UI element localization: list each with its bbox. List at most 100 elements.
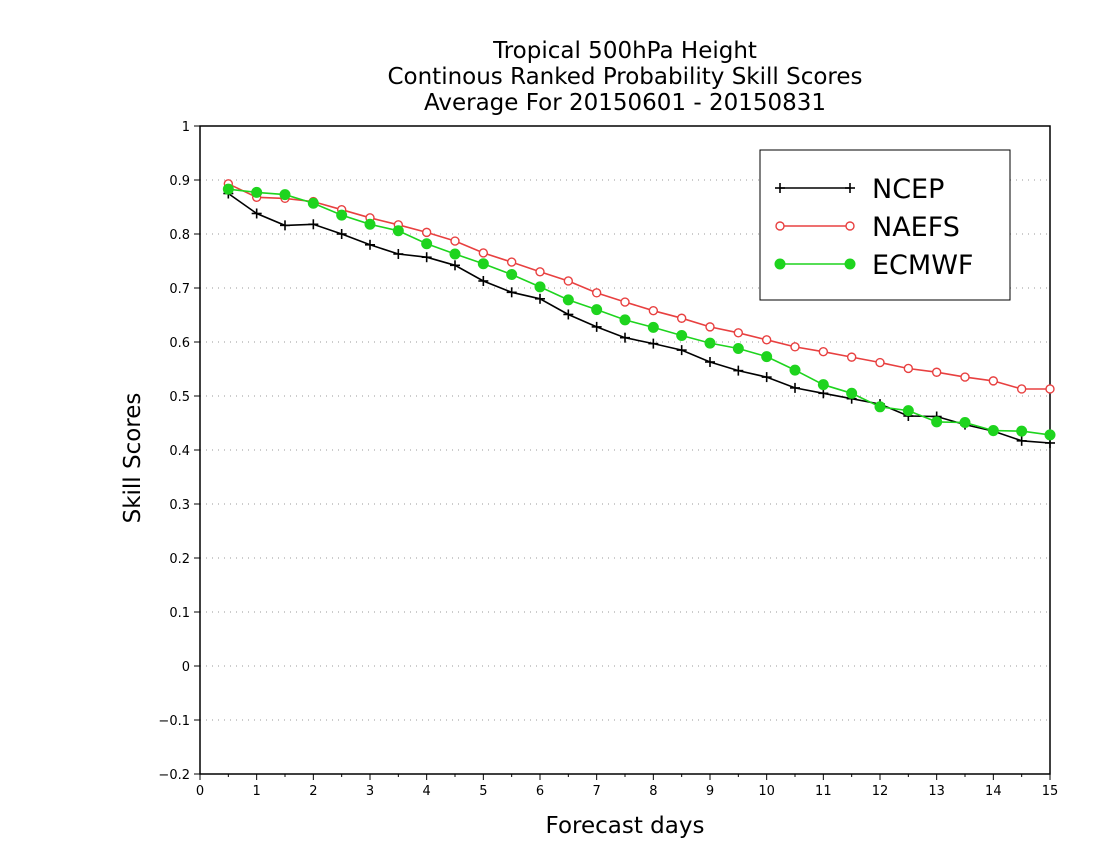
series-ecmwf — [222, 183, 1056, 441]
legend-marker-end-ecmwf — [844, 258, 856, 270]
ecmwf-point-13 — [591, 304, 603, 316]
legend-entry-ecmwf: ECMWF — [774, 250, 973, 281]
ecmwf-point-9 — [477, 258, 489, 270]
legend-marker-start-naefs — [775, 221, 785, 231]
legend-marker-end-ncep — [845, 183, 855, 193]
ncep-point-12 — [563, 309, 574, 320]
naefs-point-15 — [648, 305, 659, 316]
legend-box — [759, 149, 1011, 301]
ecmwf-point-1 — [251, 186, 263, 198]
legend-marker-start-ecmwf — [774, 258, 786, 270]
naefs-point-23 — [875, 357, 885, 368]
y-tick-label-12: 1 — [182, 120, 190, 135]
ncep-point-9 — [478, 275, 489, 286]
x-tick-label-13: 13 — [928, 784, 945, 799]
y-tick-label-4: 0.2 — [169, 552, 190, 567]
ecmwf-point-3 — [307, 197, 319, 209]
y-tick-label-10: 0.8 — [169, 228, 190, 243]
x-tick-label-9: 9 — [706, 784, 714, 799]
ecmwf-point-0 — [222, 183, 234, 195]
x-tick-label-4: 4 — [423, 784, 431, 799]
legend-entry-ncep: NCEP — [775, 174, 944, 205]
ncep-point-19 — [761, 372, 772, 383]
x-tick-label-5: 5 — [479, 784, 487, 799]
y-tick-label-6: 0.4 — [169, 444, 190, 459]
ecmwf-point-12 — [562, 294, 574, 306]
ncep-point-4 — [336, 229, 347, 239]
naefs-point-29 — [1045, 384, 1055, 394]
ncep-point-14 — [620, 332, 630, 343]
ecmwf-point-26 — [959, 416, 971, 428]
x-axis-ticks: 0 1 2 3 4 5 6 7 8 9 10 11 12 13 14 15 — [196, 774, 1058, 799]
naefs-point-28 — [1016, 384, 1027, 394]
ecmwf-point-7 — [421, 238, 433, 250]
ncep-point-1 — [251, 208, 262, 219]
x-tick-label-6: 6 — [536, 784, 544, 799]
ecmwf-point-11 — [534, 281, 546, 293]
ecmwf-point-10 — [506, 269, 518, 280]
naefs-point-7 — [421, 227, 432, 238]
ncep-point-20 — [790, 382, 800, 393]
x-tick-label-2: 2 — [309, 784, 317, 799]
ecmwf-point-25 — [931, 416, 943, 428]
ecmwf-point-5 — [364, 218, 376, 230]
title-line-3: Average For 20150601 - 20150831 — [424, 90, 826, 116]
naefs-point-14 — [620, 297, 630, 307]
ncep-point-10 — [506, 287, 517, 298]
naefs-point-26 — [960, 372, 970, 382]
y-tick-label-3: 0.1 — [169, 606, 190, 621]
y-tick-label-0: −0.2 — [158, 768, 190, 783]
ncep-point-5 — [365, 239, 375, 250]
ncep-point-17 — [705, 356, 715, 367]
ncep-point-2 — [280, 220, 290, 231]
y-axis-ticks: −0.2 −0.1 0 0.1 0.2 0.3 0.4 0.5 0.6 0.7 0.8 0.9 1 — [158, 120, 200, 783]
y-tick-label-7: 0.5 — [169, 390, 190, 405]
ecmwf-point-27 — [987, 425, 999, 437]
x-tick-label-11: 11 — [815, 784, 832, 799]
title-line-1: Tropical 500hPa Height — [492, 38, 757, 64]
ecmwf-point-21 — [817, 379, 829, 391]
ecmwf-point-14 — [619, 314, 631, 326]
naefs-point-17 — [705, 322, 715, 332]
legend: NCEP NAEFS ECMWF — [759, 149, 1011, 301]
x-tick-label-1: 1 — [253, 784, 261, 799]
x-tick-label-15: 15 — [1042, 784, 1059, 799]
legend-entry-naefs: NAEFS — [775, 212, 960, 243]
naefs-point-12 — [563, 276, 574, 286]
ncep-point-7 — [421, 252, 432, 263]
naefs-point-8 — [450, 236, 460, 246]
legend-label-naefs: NAEFS — [872, 212, 960, 243]
naefs-point-27 — [988, 376, 999, 386]
legend-marker-end-naefs — [845, 221, 855, 231]
legend-marker-start-ncep — [775, 183, 785, 193]
ecmwf-point-16 — [676, 330, 688, 342]
ncep-point-11 — [535, 293, 545, 304]
ncep-point-28 — [1016, 435, 1027, 446]
naefs-point-10 — [506, 257, 517, 267]
ecmwf-point-15 — [647, 321, 659, 333]
ecmwf-point-20 — [789, 364, 801, 376]
series-line-naefs — [227, 183, 1050, 390]
ecmwf-point-28 — [1016, 425, 1028, 437]
ncep-point-13 — [591, 321, 602, 332]
ecmwf-point-24 — [902, 405, 914, 417]
y-tick-label-8: 0.6 — [169, 336, 190, 351]
y-tick-label-5: 0.3 — [169, 498, 190, 513]
title-line-2: Continous Ranked Probability Skill Score… — [387, 64, 862, 90]
y-tick-label-1: −0.1 — [158, 714, 190, 729]
y-tick-label-2: 0 — [182, 660, 190, 675]
ecmwf-point-18 — [732, 342, 744, 354]
x-tick-label-0: 0 — [196, 784, 204, 799]
ecmwf-point-4 — [336, 209, 348, 221]
naefs-point-9 — [478, 248, 489, 258]
ncep-point-8 — [450, 260, 460, 271]
naefs-point-18 — [733, 328, 744, 338]
x-tick-label-14: 14 — [985, 784, 1002, 799]
naefs-point-13 — [591, 288, 602, 298]
x-tick-label-10: 10 — [758, 784, 775, 799]
ncep-point-3 — [308, 219, 319, 230]
ncep-point-18 — [733, 365, 744, 376]
ecmwf-point-8 — [449, 248, 461, 260]
x-axis-label: Forecast days — [546, 813, 705, 839]
ncep-point-6 — [393, 248, 404, 259]
